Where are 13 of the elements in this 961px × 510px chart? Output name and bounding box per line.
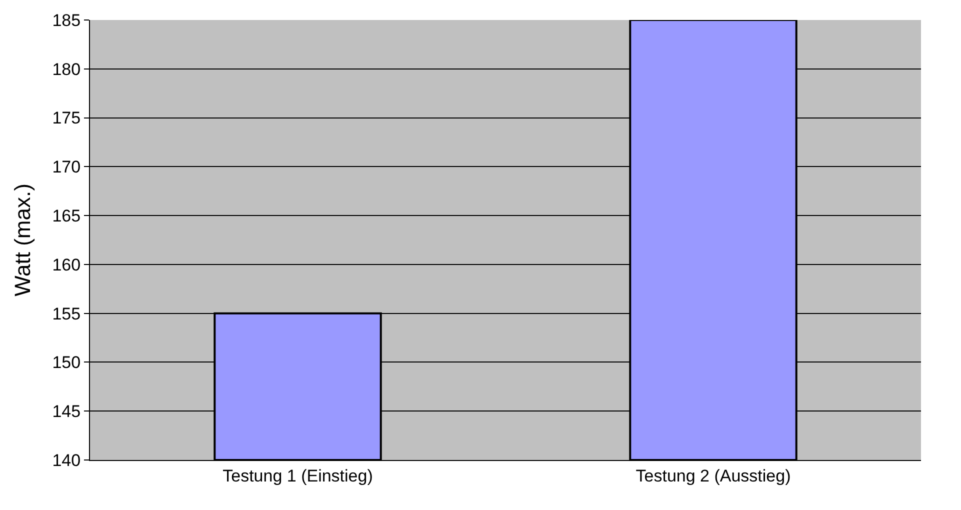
y-tick-label: 150 bbox=[52, 353, 81, 372]
y-tick-label: 140 bbox=[52, 450, 81, 470]
y-axis-title: Watt (max.) bbox=[10, 184, 36, 296]
x-tick-label: Testung 2 (Ausstieg) bbox=[636, 466, 791, 486]
y-tick-label: 175 bbox=[52, 108, 81, 128]
y-tick-label: 180 bbox=[52, 60, 81, 79]
y-tick-label: 160 bbox=[52, 255, 81, 274]
y-tick-label: 165 bbox=[52, 206, 81, 226]
y-tick-label: 145 bbox=[52, 402, 81, 422]
y-tick-label: 185 bbox=[52, 10, 81, 30]
x-tick-label: Testung 1 (Einstieg) bbox=[222, 466, 373, 486]
y-tick-label: 155 bbox=[52, 304, 81, 324]
y-tick-label: 170 bbox=[52, 158, 81, 177]
